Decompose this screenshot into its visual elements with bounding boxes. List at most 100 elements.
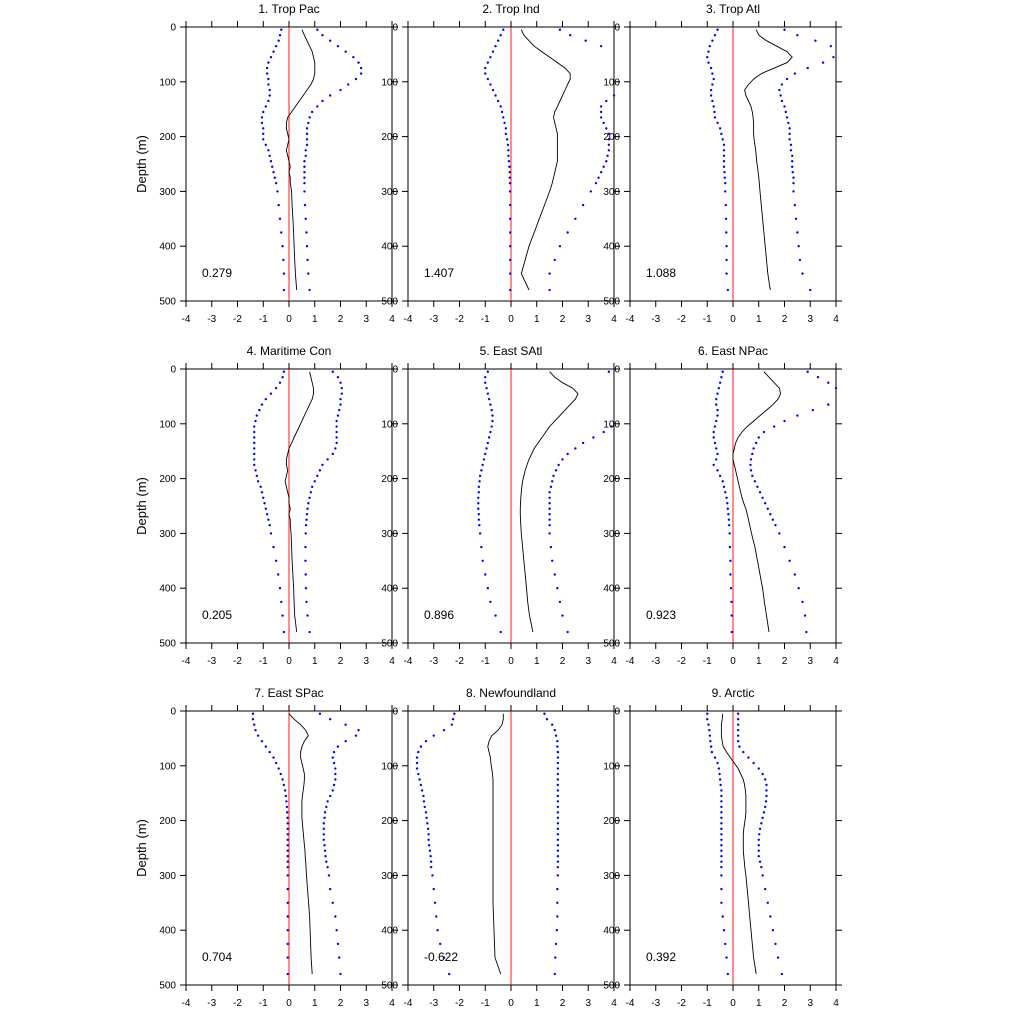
x-tick-label: -1 <box>259 998 268 1009</box>
bound-point <box>499 630 502 634</box>
y-tick-label: 300 <box>159 871 176 882</box>
bound-point <box>711 39 714 42</box>
bound-point <box>561 614 564 617</box>
bound-point <box>425 816 428 820</box>
bound-point <box>436 929 439 932</box>
bound-point <box>267 61 270 64</box>
bound-point <box>480 545 483 549</box>
bound-point <box>556 849 560 852</box>
bound-point <box>791 160 794 163</box>
lower-bound-series <box>484 28 512 292</box>
lower-bound-series <box>706 28 730 292</box>
bound-point <box>451 718 455 721</box>
bound-point <box>321 99 324 103</box>
bound-point <box>508 171 511 174</box>
bound-point <box>726 502 729 505</box>
bound-point <box>796 231 799 234</box>
x-tick-label: 3 <box>807 314 813 325</box>
bound-point <box>556 783 560 787</box>
bound-point <box>720 816 723 820</box>
bound-point <box>554 942 558 946</box>
bound-point <box>274 761 278 765</box>
panel-6: 6. East NPac 0 100 200 300 400 500 -4 -3 -2 -1 0 1 2 3… <box>603 344 842 667</box>
bound-point <box>335 929 338 932</box>
bound-point <box>726 288 730 292</box>
bound-point <box>331 756 334 759</box>
bound-point <box>556 844 560 847</box>
bound-point <box>602 165 605 168</box>
bound-point <box>708 728 711 732</box>
correlation-value: 0.392 <box>646 950 676 964</box>
bound-point <box>484 66 487 70</box>
bound-point <box>260 491 264 494</box>
bound-point <box>253 447 256 450</box>
bound-point <box>508 176 511 179</box>
bound-point <box>304 573 307 576</box>
y-tick-label: 500 <box>159 297 176 308</box>
bound-point <box>788 138 791 141</box>
bound-point <box>305 143 309 147</box>
bound-point <box>427 833 430 836</box>
panel-title: 3. Trop Atl <box>706 2 760 16</box>
x-tick-label: -4 <box>182 998 191 1009</box>
x-tick-label: 2 <box>560 998 566 1009</box>
bound-point <box>331 370 334 373</box>
bound-point <box>304 154 307 157</box>
bound-point <box>419 783 423 787</box>
bound-point <box>749 469 753 472</box>
bound-point <box>556 855 560 858</box>
bound-point <box>787 121 790 125</box>
bound-point <box>569 34 572 37</box>
bound-point <box>326 865 329 869</box>
bound-point <box>286 956 289 959</box>
bound-point <box>721 480 724 483</box>
bound-point <box>260 403 264 406</box>
panel-1: 1. Trop Pac 0 100 200 300 400 500 -4 -3 -2 -1 0 1 2 3 4… <box>134 2 398 325</box>
bound-point <box>263 502 266 505</box>
bound-point <box>509 272 512 275</box>
bound-point <box>757 849 760 852</box>
x-tick-label: 0 <box>730 998 736 1009</box>
bound-point <box>791 154 794 157</box>
bound-point <box>426 822 429 825</box>
bound-point <box>555 929 559 932</box>
bound-point <box>286 972 289 976</box>
x-tick-label: 1 <box>534 998 540 1009</box>
bound-point <box>720 874 723 877</box>
bound-point <box>712 436 715 439</box>
bound-point <box>774 942 777 946</box>
bound-point <box>354 77 358 81</box>
bound-point <box>581 203 585 207</box>
bound-point <box>491 414 494 417</box>
bound-point <box>338 408 341 412</box>
bound-point <box>438 942 442 946</box>
bound-point <box>303 171 306 174</box>
correlation-value: 0.704 <box>202 950 232 964</box>
bound-point <box>763 778 767 781</box>
bound-point <box>334 778 337 781</box>
bound-point <box>496 39 500 42</box>
bound-point <box>322 827 325 831</box>
upper-bound-series <box>548 370 613 634</box>
correlation-value: 0.279 <box>202 266 232 280</box>
bound-point <box>720 811 723 814</box>
bound-point <box>286 887 289 891</box>
bound-point <box>725 258 728 262</box>
bound-point <box>329 94 332 97</box>
bound-point <box>599 110 603 114</box>
bound-point <box>730 600 733 604</box>
bound-point <box>788 127 791 130</box>
bound-point <box>262 496 265 499</box>
bound-point <box>491 50 495 53</box>
x-tick-label: 1 <box>534 656 540 667</box>
bound-point <box>335 419 338 423</box>
bound-point <box>751 474 754 478</box>
bound-point <box>545 718 549 721</box>
bound-point <box>717 386 721 390</box>
bound-point <box>780 99 784 103</box>
bound-point <box>432 734 435 737</box>
bound-point <box>326 800 329 803</box>
bound-point <box>556 739 559 743</box>
x-tick-label: 1 <box>756 998 762 1009</box>
bound-point <box>307 121 310 125</box>
